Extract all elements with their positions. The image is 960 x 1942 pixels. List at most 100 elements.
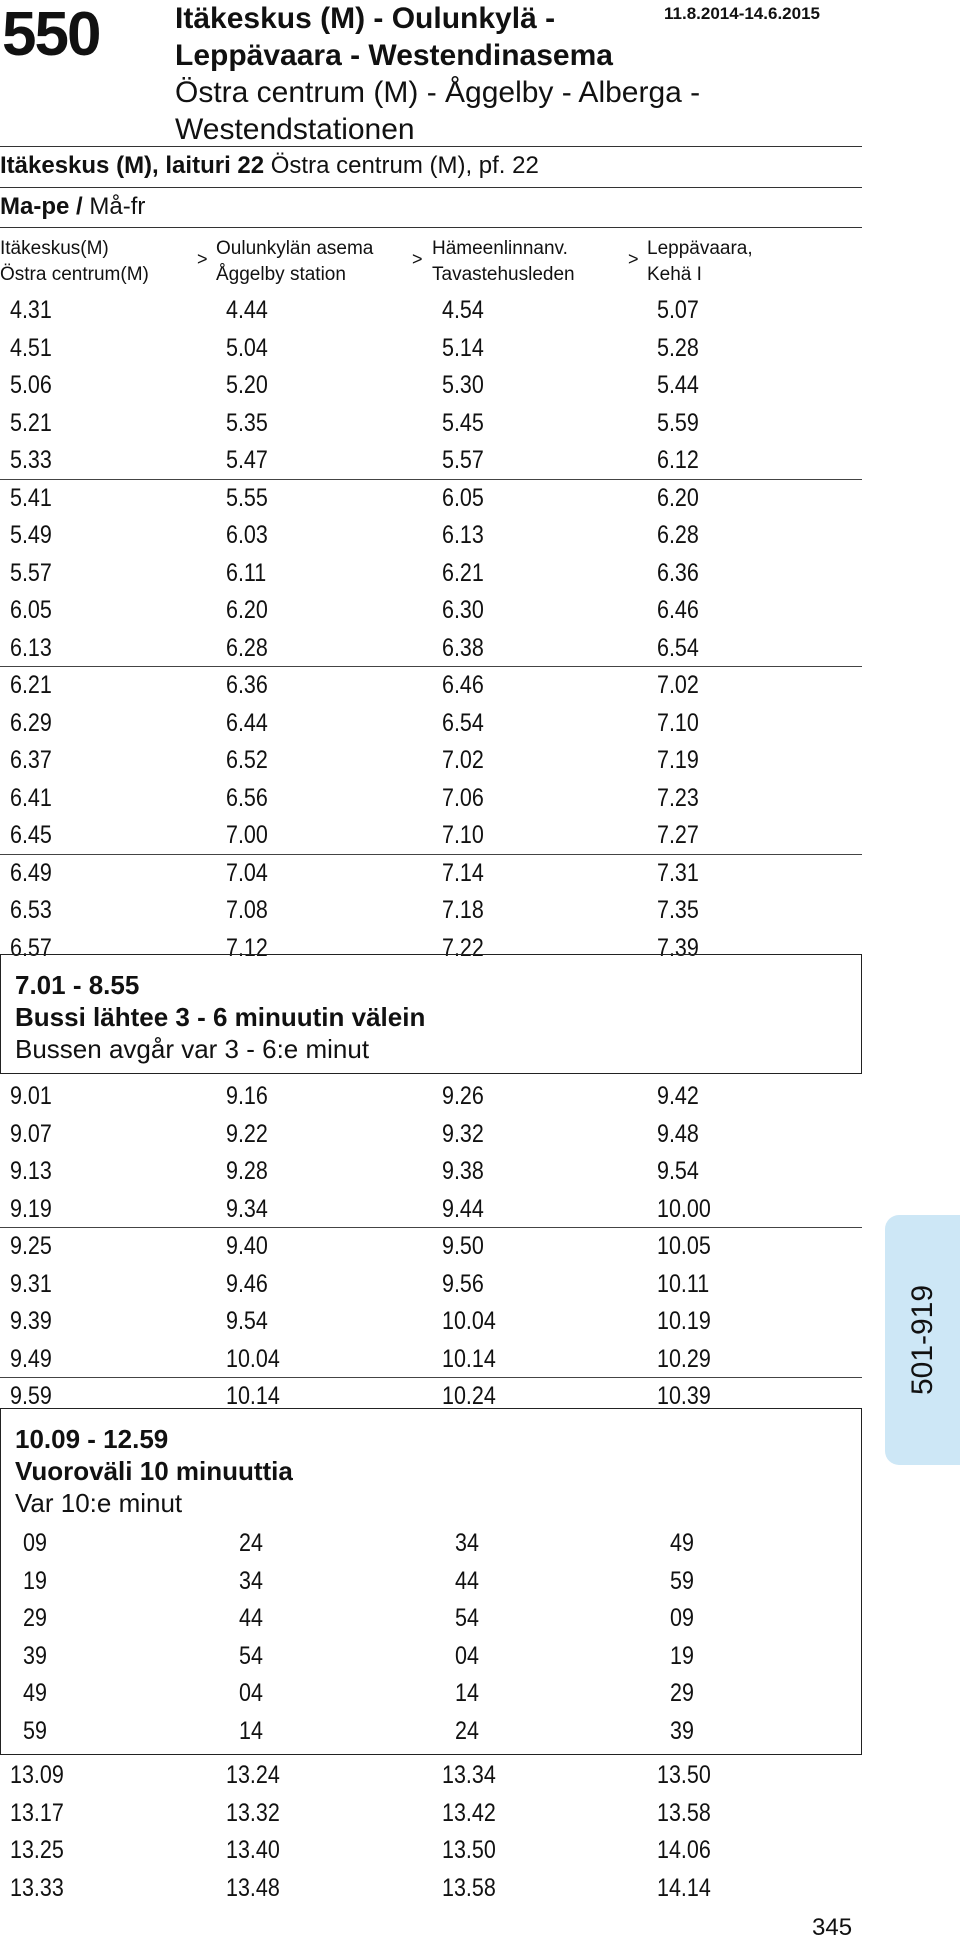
table-row: 13.33 13.48 13.58 14.14 <box>0 1870 862 1908</box>
column-header-line: Leppävaara, <box>647 238 753 259</box>
departure-time: 9.26 <box>442 1082 484 1110</box>
frequency-text-fi: Bussi lähtee 3 - 6 minuutin välein <box>15 1002 426 1032</box>
table-row: 19 34 44 59 <box>1 1563 863 1601</box>
departure-time: 5.30 <box>442 371 484 399</box>
departure-time: 5.35 <box>226 408 268 437</box>
departure-time: 13.50 <box>657 1761 711 1789</box>
table-row: 9.59 10.14 10.24 10.39 <box>0 1378 862 1416</box>
departure-time: 39 <box>670 1716 694 1745</box>
departure-time: 6.05 <box>442 483 484 512</box>
departure-time: 9.54 <box>226 1307 268 1335</box>
departure-time: 9.22 <box>226 1119 268 1148</box>
departure-time: 09 <box>670 1604 694 1632</box>
frequency-box-midday: 10.09 - 12.59 Vuoroväli 10 minuuttia Var… <box>0 1408 862 1755</box>
table-row: 13.09 13.24 13.34 13.50 <box>0 1757 862 1795</box>
departure-time: 14 <box>455 1679 479 1707</box>
departure-time: 39 <box>23 1641 47 1670</box>
column-header-line: Hämeenlinnanv. <box>432 238 568 259</box>
departure-time: 7.04 <box>226 858 268 887</box>
table-row: 49 04 14 29 <box>1 1675 863 1713</box>
departure-time: 9.07 <box>10 1119 52 1148</box>
table-row: 6.13 6.28 6.38 6.54 <box>0 630 862 667</box>
departure-time: 6.28 <box>226 633 268 662</box>
departure-time: 10.04 <box>226 1344 280 1373</box>
table-row: 9.31 9.46 9.56 10.11 <box>0 1266 862 1304</box>
departure-time: 6.46 <box>657 596 699 624</box>
departure-time: 04 <box>239 1679 263 1707</box>
departure-time: 6.05 <box>10 596 52 624</box>
route-range-label: 501-919 <box>905 1284 939 1396</box>
table-row: 39 54 04 19 <box>1 1638 863 1676</box>
departure-time: 13.25 <box>10 1836 64 1864</box>
departure-time: 10.05 <box>657 1232 711 1260</box>
table-row: 6.49 7.04 7.14 7.31 <box>0 855 862 893</box>
departure-time: 14.06 <box>657 1836 711 1864</box>
departure-time: 34 <box>455 1529 479 1557</box>
table-row: 9.13 9.28 9.38 9.54 <box>0 1153 862 1191</box>
departure-time: 7.27 <box>657 821 699 849</box>
departure-time: 4.44 <box>226 296 268 324</box>
departure-time: 5.57 <box>442 446 484 474</box>
departure-time: 6.44 <box>226 708 268 737</box>
column-header-line: Tavastehusleden <box>432 264 575 285</box>
route-title-fi: Itäkeskus (M) - Oulunkylä - Leppävaara -… <box>175 0 735 74</box>
column-header-itakeskus: Itäkeskus(M) Östra centrum(M) <box>0 236 149 288</box>
departure-time: 6.52 <box>226 746 268 774</box>
departure-time: 6.49 <box>10 858 52 887</box>
departure-time: 4.51 <box>10 333 52 362</box>
departure-time: 13.24 <box>226 1761 280 1789</box>
departure-time: 7.06 <box>442 783 484 812</box>
departure-time: 6.41 <box>10 783 52 812</box>
departure-time: 7.10 <box>657 708 699 737</box>
table-row: 6.45 7.00 7.10 7.27 <box>0 817 862 855</box>
departure-time: 34 <box>239 1566 263 1595</box>
departure-time: 6.28 <box>657 521 699 549</box>
day-type-fi: Ma-pe / <box>0 193 83 220</box>
departure-time: 13.48 <box>226 1873 280 1902</box>
day-type: Ma-pe / Må-fr <box>0 193 145 221</box>
table-row: 4.51 5.04 5.14 5.28 <box>0 330 862 368</box>
stop-name-fi: Itäkeskus (M), laituri 22 <box>0 152 265 179</box>
arrow-icon: > <box>628 249 639 269</box>
departure-time: 7.18 <box>442 896 484 924</box>
table-row: 9.01 9.16 9.26 9.42 <box>0 1078 862 1116</box>
departure-time: 29 <box>670 1679 694 1707</box>
departure-time: 7.02 <box>442 746 484 774</box>
departure-time: 10.00 <box>657 1194 711 1223</box>
route-title-sv-line2: Westendstationen <box>175 113 415 146</box>
divider <box>0 146 862 147</box>
departure-time: 10.14 <box>226 1382 280 1410</box>
departure-time: 9.25 <box>10 1232 52 1260</box>
departure-time: 6.30 <box>442 596 484 624</box>
departure-time: 5.28 <box>657 333 699 362</box>
departure-time: 6.56 <box>226 783 268 812</box>
departure-time: 5.33 <box>10 446 52 474</box>
departure-time: 6.11 <box>226 558 267 587</box>
departure-time: 5.45 <box>442 408 484 437</box>
table-row: 09 24 34 49 <box>1 1525 863 1563</box>
departure-time: 9.13 <box>10 1157 52 1185</box>
departure-time: 5.44 <box>657 371 699 399</box>
table-row: 5.41 5.55 6.05 6.20 <box>0 480 862 518</box>
departure-time: 09 <box>23 1529 47 1557</box>
frequency-text-sv: Bussen avgår var 3 - 6:e minut <box>15 1034 370 1064</box>
departure-time: 7.31 <box>657 858 699 887</box>
departure-time: 4.54 <box>442 296 484 324</box>
table-row: 5.21 5.35 5.45 5.59 <box>0 405 862 443</box>
departure-time: 6.53 <box>10 896 52 924</box>
departure-time: 7.00 <box>226 821 268 849</box>
departure-time: 54 <box>239 1641 263 1670</box>
departure-time: 6.36 <box>226 671 268 699</box>
departure-time: 5.04 <box>226 333 268 362</box>
day-type-sv: Må-fr <box>89 193 146 220</box>
departure-time: 59 <box>23 1716 47 1745</box>
departure-time: 9.34 <box>226 1194 268 1223</box>
departure-time: 7.22 <box>442 933 484 962</box>
departure-time: 9.54 <box>657 1157 699 1185</box>
stop-name: Itäkeskus (M), laituri 22 Östra centrum … <box>0 152 539 180</box>
departure-time: 5.07 <box>657 296 699 324</box>
departure-time: 10.19 <box>657 1307 711 1335</box>
column-header-oulunkyla: Oulunkylän asema Åggelby station <box>216 236 373 288</box>
arrow-icon: > <box>412 249 423 269</box>
column-header-leppavaara: Leppävaara, Kehä I <box>647 236 753 288</box>
